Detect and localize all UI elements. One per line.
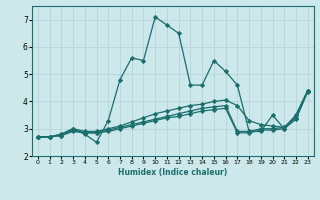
X-axis label: Humidex (Indice chaleur): Humidex (Indice chaleur) — [118, 168, 228, 177]
